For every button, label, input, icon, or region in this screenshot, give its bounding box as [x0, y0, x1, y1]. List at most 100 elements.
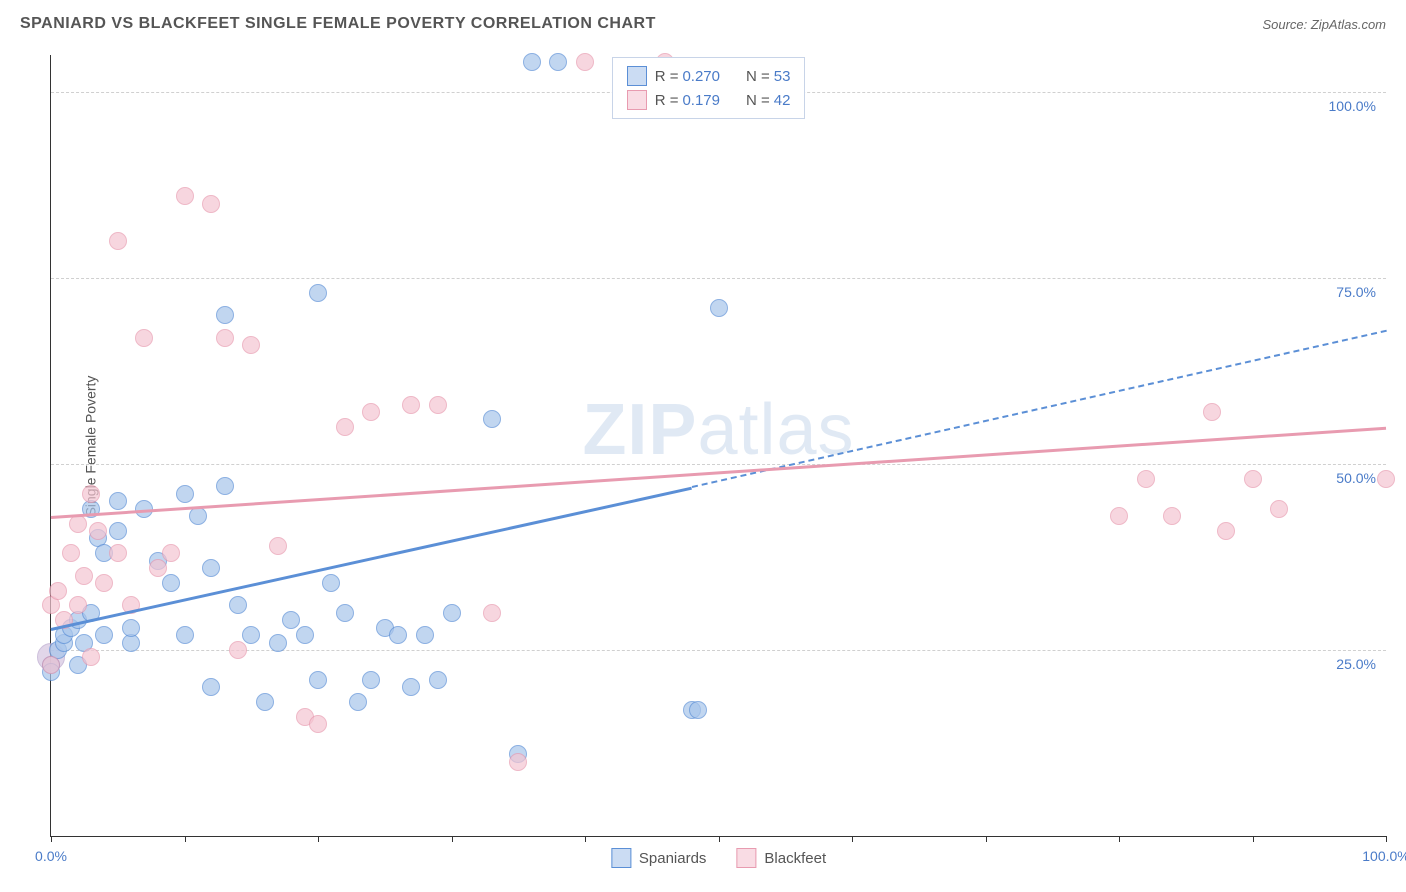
scatter-point [242, 336, 260, 354]
chart-header: SPANIARD VS BLACKFEET SINGLE FEMALE POVE… [0, 0, 1406, 43]
x-tick [318, 836, 319, 842]
scatter-point [42, 656, 60, 674]
scatter-point [229, 596, 247, 614]
watermark-bold: ZIP [582, 390, 697, 470]
scatter-point [216, 477, 234, 495]
legend-swatch [627, 66, 647, 86]
scatter-point [402, 396, 420, 414]
legend-series-item: Blackfeet [736, 848, 826, 868]
scatter-point [1270, 500, 1288, 518]
scatter-point [416, 626, 434, 644]
plot-area: ZIPatlas 25.0%50.0%75.0%100.0%0.0%100.0%… [50, 55, 1386, 837]
legend-n: N = 42 [746, 92, 790, 109]
scatter-point [349, 693, 367, 711]
scatter-point [1377, 470, 1395, 488]
scatter-point [202, 559, 220, 577]
y-tick-label: 25.0% [1336, 656, 1376, 672]
scatter-point [202, 678, 220, 696]
legend-swatch [627, 90, 647, 110]
legend-swatch [611, 848, 631, 868]
grid-line [51, 650, 1386, 651]
scatter-point [49, 582, 67, 600]
x-tick-label: 0.0% [35, 848, 67, 864]
legend-series-item: Spaniards [611, 848, 707, 868]
legend-stats-row: R = 0.270 N = 53 [627, 64, 791, 88]
scatter-point [202, 195, 220, 213]
scatter-point [429, 396, 447, 414]
scatter-point [189, 507, 207, 525]
scatter-point [549, 53, 567, 71]
scatter-point [1203, 403, 1221, 421]
x-tick [1119, 836, 1120, 842]
scatter-point [176, 187, 194, 205]
chart-title: SPANIARD VS BLACKFEET SINGLE FEMALE POVE… [20, 15, 656, 33]
scatter-point [109, 544, 127, 562]
scatter-point [135, 329, 153, 347]
legend-r: R = 0.270 [655, 68, 720, 85]
x-tick [585, 836, 586, 842]
scatter-point [269, 537, 287, 555]
scatter-point [109, 522, 127, 540]
scatter-point [1137, 470, 1155, 488]
x-tick [51, 836, 52, 842]
scatter-point [483, 410, 501, 428]
scatter-point [256, 693, 274, 711]
scatter-point [95, 574, 113, 592]
legend-series-label: Blackfeet [764, 850, 826, 867]
scatter-point [109, 492, 127, 510]
trend-line [51, 427, 1386, 519]
y-tick-label: 75.0% [1336, 284, 1376, 300]
scatter-point [443, 604, 461, 622]
scatter-point [576, 53, 594, 71]
scatter-point [296, 626, 314, 644]
scatter-point [336, 604, 354, 622]
scatter-point [109, 232, 127, 250]
scatter-point [89, 522, 107, 540]
scatter-point [82, 485, 100, 503]
scatter-point [95, 626, 113, 644]
legend-n: N = 53 [746, 68, 790, 85]
scatter-point [402, 678, 420, 696]
watermark-thin: atlas [697, 390, 854, 470]
scatter-point [75, 567, 93, 585]
grid-line [51, 278, 1386, 279]
legend-series-label: Spaniards [639, 850, 707, 867]
x-tick [986, 836, 987, 842]
chart-container: Single Female Poverty ZIPatlas 25.0%50.0… [50, 55, 1386, 837]
y-tick-label: 50.0% [1336, 470, 1376, 486]
scatter-point [176, 485, 194, 503]
scatter-point [149, 559, 167, 577]
scatter-point [1244, 470, 1262, 488]
scatter-point [429, 671, 447, 689]
scatter-point [229, 641, 247, 659]
x-tick [452, 836, 453, 842]
scatter-point [389, 626, 407, 644]
scatter-point [282, 611, 300, 629]
scatter-point [82, 648, 100, 666]
scatter-point [176, 626, 194, 644]
scatter-point [483, 604, 501, 622]
scatter-point [242, 626, 260, 644]
x-tick [1253, 836, 1254, 842]
scatter-point [162, 574, 180, 592]
scatter-point [1110, 507, 1128, 525]
x-tick [1386, 836, 1387, 842]
scatter-point [309, 284, 327, 302]
grid-line [51, 464, 1386, 465]
scatter-point [69, 596, 87, 614]
scatter-point [122, 619, 140, 637]
x-tick [719, 836, 720, 842]
legend-series: Spaniards Blackfeet [611, 848, 826, 868]
legend-swatch [736, 848, 756, 868]
legend-stats: R = 0.270N = 53R = 0.179N = 42 [612, 57, 806, 119]
scatter-point [689, 701, 707, 719]
x-tick-label: 100.0% [1362, 848, 1406, 864]
scatter-point [509, 753, 527, 771]
scatter-point [336, 418, 354, 436]
x-tick [185, 836, 186, 842]
y-tick-label: 100.0% [1329, 98, 1376, 114]
scatter-point [1217, 522, 1235, 540]
scatter-point [362, 403, 380, 421]
scatter-point [162, 544, 180, 562]
scatter-point [710, 299, 728, 317]
